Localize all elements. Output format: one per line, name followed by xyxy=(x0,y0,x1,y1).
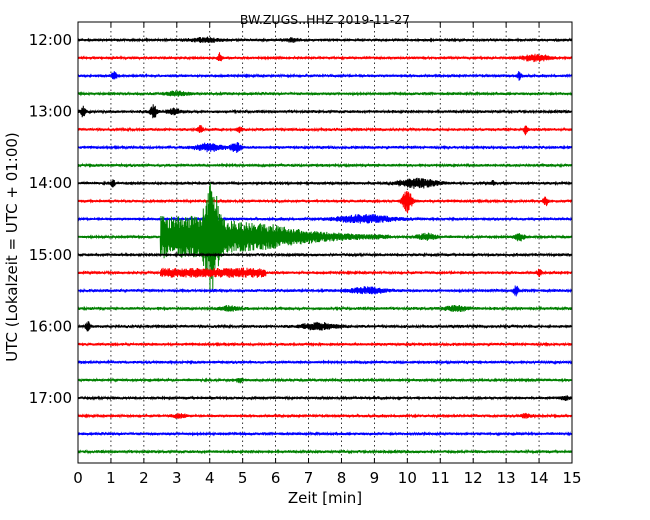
trace-1215 xyxy=(77,52,573,63)
y-tick-label: 13:00 xyxy=(29,103,72,121)
trace-1330 xyxy=(77,141,573,154)
x-tick-label: 2 xyxy=(139,469,149,487)
trace-1530 xyxy=(77,285,573,297)
x-tick-label: 14 xyxy=(530,469,549,487)
x-tick-label: 7 xyxy=(304,469,314,487)
y-tick-label: 14:00 xyxy=(29,174,72,192)
trace-1715 xyxy=(77,412,573,419)
y-tick-label: 15:00 xyxy=(29,246,72,264)
x-tick-label: 9 xyxy=(370,469,380,487)
x-tick-label: 15 xyxy=(562,469,581,487)
y-tick-label: 17:00 xyxy=(29,389,72,407)
trace-1515 xyxy=(77,267,573,278)
trace-1200 xyxy=(77,36,573,43)
trace-group xyxy=(77,36,573,455)
x-axis-label: Zeit [min] xyxy=(288,489,362,507)
y-axis-label: UTC (Lokalzeit = UTC + 01:00) xyxy=(3,132,21,362)
trace-1545 xyxy=(77,304,573,312)
trace-1615 xyxy=(77,341,573,348)
trace-1230 xyxy=(77,71,573,81)
trace-1415 xyxy=(77,191,573,214)
y-tick-label: 16:00 xyxy=(29,317,72,335)
x-tick-label: 0 xyxy=(73,469,83,487)
x-tick-label: 10 xyxy=(398,469,417,487)
x-tick-label: 8 xyxy=(337,469,347,487)
x-tick-label: 12 xyxy=(464,469,483,487)
x-tick-label: 1 xyxy=(106,469,116,487)
trace-1600 xyxy=(77,321,573,332)
trace-1300 xyxy=(77,104,573,119)
y-axis: 12:00 13:00 14:00 15:00 16:00 17:00 xyxy=(29,31,572,407)
x-tick-label: 13 xyxy=(497,469,516,487)
x-tick-label: 11 xyxy=(431,469,450,487)
trace-1730 xyxy=(77,431,573,437)
x-tick-label: 4 xyxy=(205,469,215,487)
trace-1430 xyxy=(77,214,573,224)
x-tick-label: 5 xyxy=(238,469,248,487)
trace-1400 xyxy=(77,177,573,189)
trace-1500 xyxy=(77,252,573,258)
trace-1630 xyxy=(77,359,573,366)
chart-title: BW.ZUGS..HHZ 2019-11-27 xyxy=(240,12,410,27)
x-tick-label: 6 xyxy=(271,469,281,487)
y-tick-label: 12:00 xyxy=(29,31,72,49)
trace-1445 xyxy=(77,182,573,292)
plot-frame xyxy=(77,21,573,464)
trace-1245 xyxy=(77,90,573,97)
trace-1745 xyxy=(77,448,573,455)
trace-1700 xyxy=(77,395,573,402)
trace-1315 xyxy=(77,125,573,136)
trace-1645 xyxy=(77,377,573,384)
x-axis: 0 1 2 3 4 5 6 7 8 9 10 11 12 13 14 15 xyxy=(73,22,582,487)
trace-1345 xyxy=(77,162,573,169)
x-tick-label: 3 xyxy=(172,469,182,487)
